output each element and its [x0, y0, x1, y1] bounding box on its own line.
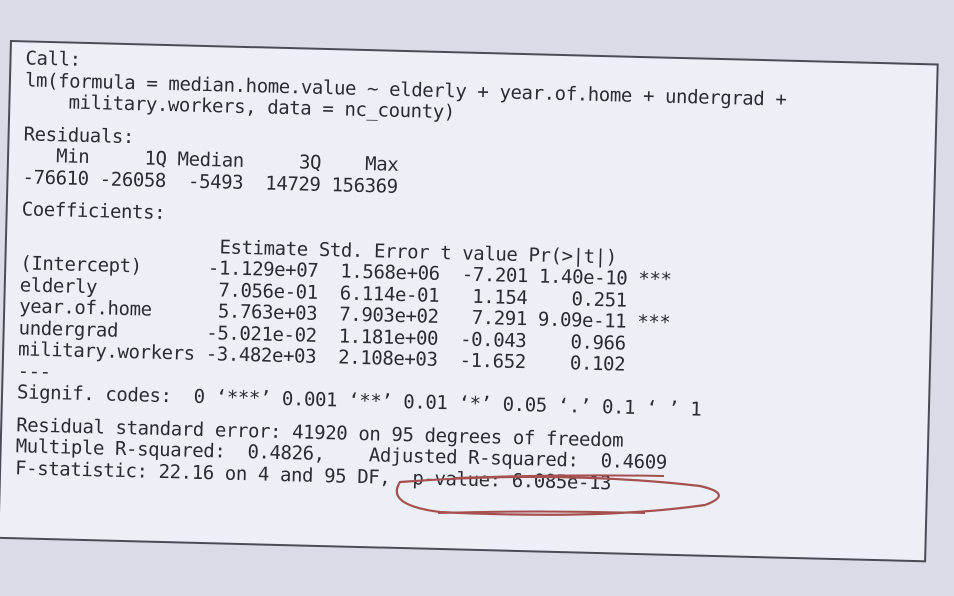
lm-summary-output: Call: lm(formula = median.home.value ~ el… — [15, 47, 787, 498]
r-output-panel: Call: lm(formula = median.home.value ~ el… — [0, 40, 939, 563]
